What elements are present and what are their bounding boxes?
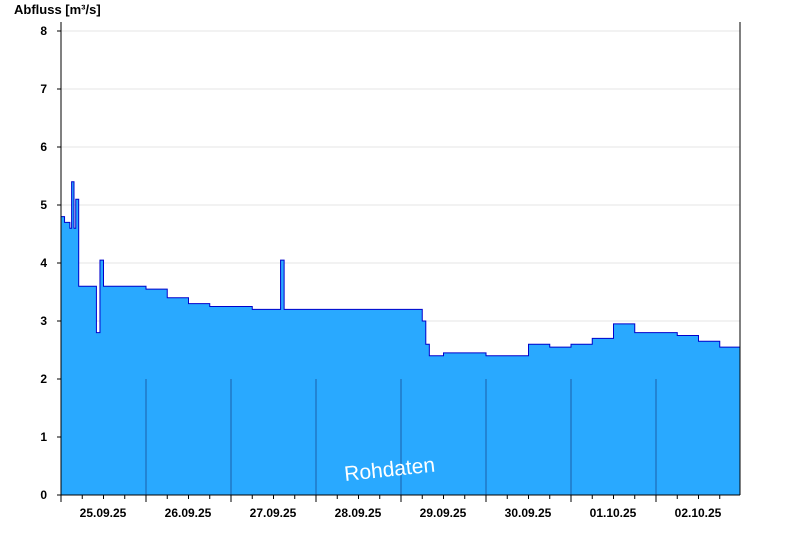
- y-tick-label: 5: [40, 198, 47, 212]
- x-tick-label: 25.09.25: [80, 506, 127, 520]
- x-tick-label: 29.09.25: [420, 506, 467, 520]
- y-tick-label: 0: [40, 488, 47, 502]
- x-tick-label: 01.10.25: [590, 506, 637, 520]
- y-tick-label: 4: [40, 256, 47, 270]
- y-tick-label: 1: [40, 430, 47, 444]
- y-tick-label: 3: [40, 314, 47, 328]
- x-tick-labels: 25.09.25 26.09.25 27.09.25 28.09.25 29.09.25…: [60, 495, 722, 520]
- x-tick-label: 27.09.25: [250, 506, 297, 520]
- x-tick-label: 30.09.25: [505, 506, 552, 520]
- day-separator-lines: [145, 379, 657, 495]
- discharge-line: [60, 118, 741, 357]
- x-tick-label: 28.09.25: [335, 506, 382, 520]
- y-tick-label: 2: [40, 372, 47, 386]
- y-axis-title: Abfluss [m³/s]: [14, 2, 101, 17]
- x-tick-label: 26.09.25: [165, 506, 212, 520]
- x-tick-label: 02.10.25: [675, 506, 722, 520]
- y-tick-labels: 0 1 2 3 4 5 6 7 8: [40, 24, 61, 502]
- y-tick-label: 7: [40, 82, 47, 96]
- y-tick-label: 6: [40, 140, 47, 154]
- y-tick-label: 8: [40, 24, 47, 38]
